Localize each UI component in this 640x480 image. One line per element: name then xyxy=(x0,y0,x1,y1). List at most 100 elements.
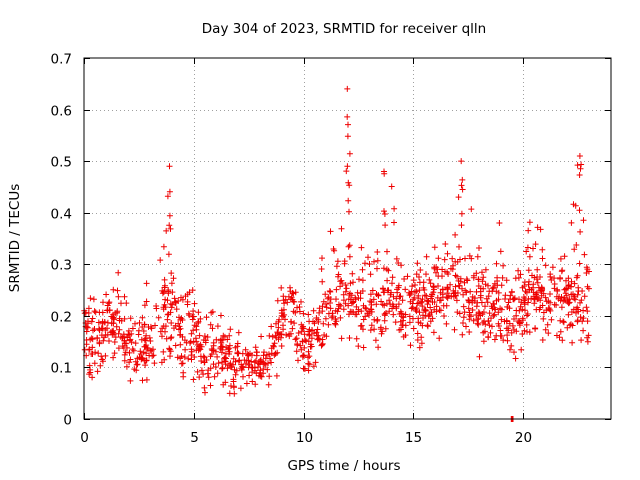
data-point xyxy=(280,326,287,333)
data-point xyxy=(553,302,560,308)
data-point xyxy=(96,326,103,333)
data-point xyxy=(160,289,167,295)
data-point xyxy=(237,385,244,392)
data-point xyxy=(346,253,353,260)
data-point xyxy=(489,285,496,292)
data-point xyxy=(530,245,536,252)
data-point xyxy=(373,301,380,308)
data-point xyxy=(221,355,228,362)
data-point xyxy=(540,315,547,322)
data-point xyxy=(413,305,420,312)
data-point xyxy=(347,280,354,287)
data-point xyxy=(536,306,543,313)
data-point xyxy=(576,207,583,214)
data-point xyxy=(83,328,90,335)
data-point xyxy=(484,299,491,306)
data-point xyxy=(353,311,360,318)
data-point xyxy=(350,279,356,286)
data-point xyxy=(469,293,476,300)
data-point xyxy=(205,374,212,381)
data-point xyxy=(458,222,465,229)
data-point xyxy=(461,279,468,286)
data-point xyxy=(127,356,134,363)
data-point xyxy=(181,354,188,361)
data-point xyxy=(423,271,429,278)
data-point xyxy=(100,299,106,306)
data-point xyxy=(474,320,481,327)
data-point xyxy=(482,321,489,328)
data-point xyxy=(178,353,185,360)
data-point xyxy=(469,299,476,306)
data-point xyxy=(189,287,196,294)
data-point xyxy=(412,282,418,288)
data-point xyxy=(404,273,411,280)
data-point xyxy=(106,299,113,306)
data-point xyxy=(128,330,135,337)
data-point xyxy=(551,275,558,282)
data-point xyxy=(489,305,496,312)
data-point xyxy=(365,310,372,317)
data-point xyxy=(188,330,195,337)
data-point xyxy=(442,241,449,247)
data-point xyxy=(441,313,447,319)
data-point xyxy=(188,356,195,363)
data-point xyxy=(191,300,198,307)
data-point xyxy=(209,325,216,332)
data-point xyxy=(257,356,264,363)
data-point xyxy=(571,293,578,300)
data-point xyxy=(226,342,233,349)
data-point xyxy=(319,278,326,285)
data-point xyxy=(196,374,203,381)
data-point xyxy=(278,343,285,349)
data-point xyxy=(207,321,214,328)
data-point xyxy=(455,194,462,201)
data-point xyxy=(346,208,352,215)
data-point xyxy=(396,327,403,333)
data-point xyxy=(220,332,227,339)
data-point xyxy=(338,335,345,342)
data-point xyxy=(495,296,502,303)
data-point xyxy=(410,277,417,284)
data-point xyxy=(401,276,408,282)
data-point xyxy=(316,309,323,316)
data-point xyxy=(201,333,208,340)
data-point xyxy=(434,266,441,273)
data-point xyxy=(176,314,182,321)
data-point xyxy=(147,347,154,354)
data-point xyxy=(359,266,366,273)
data-point xyxy=(283,332,290,338)
data-point xyxy=(225,345,232,352)
data-point xyxy=(423,293,430,299)
data-point xyxy=(427,304,434,311)
data-point xyxy=(452,289,459,296)
data-point xyxy=(521,299,528,306)
x-tick-label: 0 xyxy=(80,430,89,446)
data-point xyxy=(133,361,140,368)
data-point xyxy=(551,281,558,287)
data-point xyxy=(400,314,407,321)
data-point xyxy=(266,373,273,380)
data-point xyxy=(382,325,389,332)
data-point xyxy=(170,275,177,282)
data-point xyxy=(522,295,529,302)
data-point xyxy=(354,289,361,296)
data-point xyxy=(580,327,587,334)
data-point xyxy=(414,260,421,267)
data-point xyxy=(493,260,500,267)
data-point xyxy=(580,315,587,322)
data-point xyxy=(333,286,340,293)
data-point xyxy=(568,291,575,298)
data-point xyxy=(96,339,103,346)
data-point xyxy=(299,353,306,360)
data-point xyxy=(150,346,156,353)
data-point xyxy=(99,318,106,325)
data-point xyxy=(164,193,171,200)
data-point xyxy=(246,361,253,368)
data-point xyxy=(301,331,308,338)
data-point xyxy=(305,348,312,355)
data-point xyxy=(310,363,317,370)
data-point xyxy=(488,315,494,322)
data-point xyxy=(111,350,118,357)
data-point xyxy=(381,170,388,177)
data-point xyxy=(573,309,579,316)
